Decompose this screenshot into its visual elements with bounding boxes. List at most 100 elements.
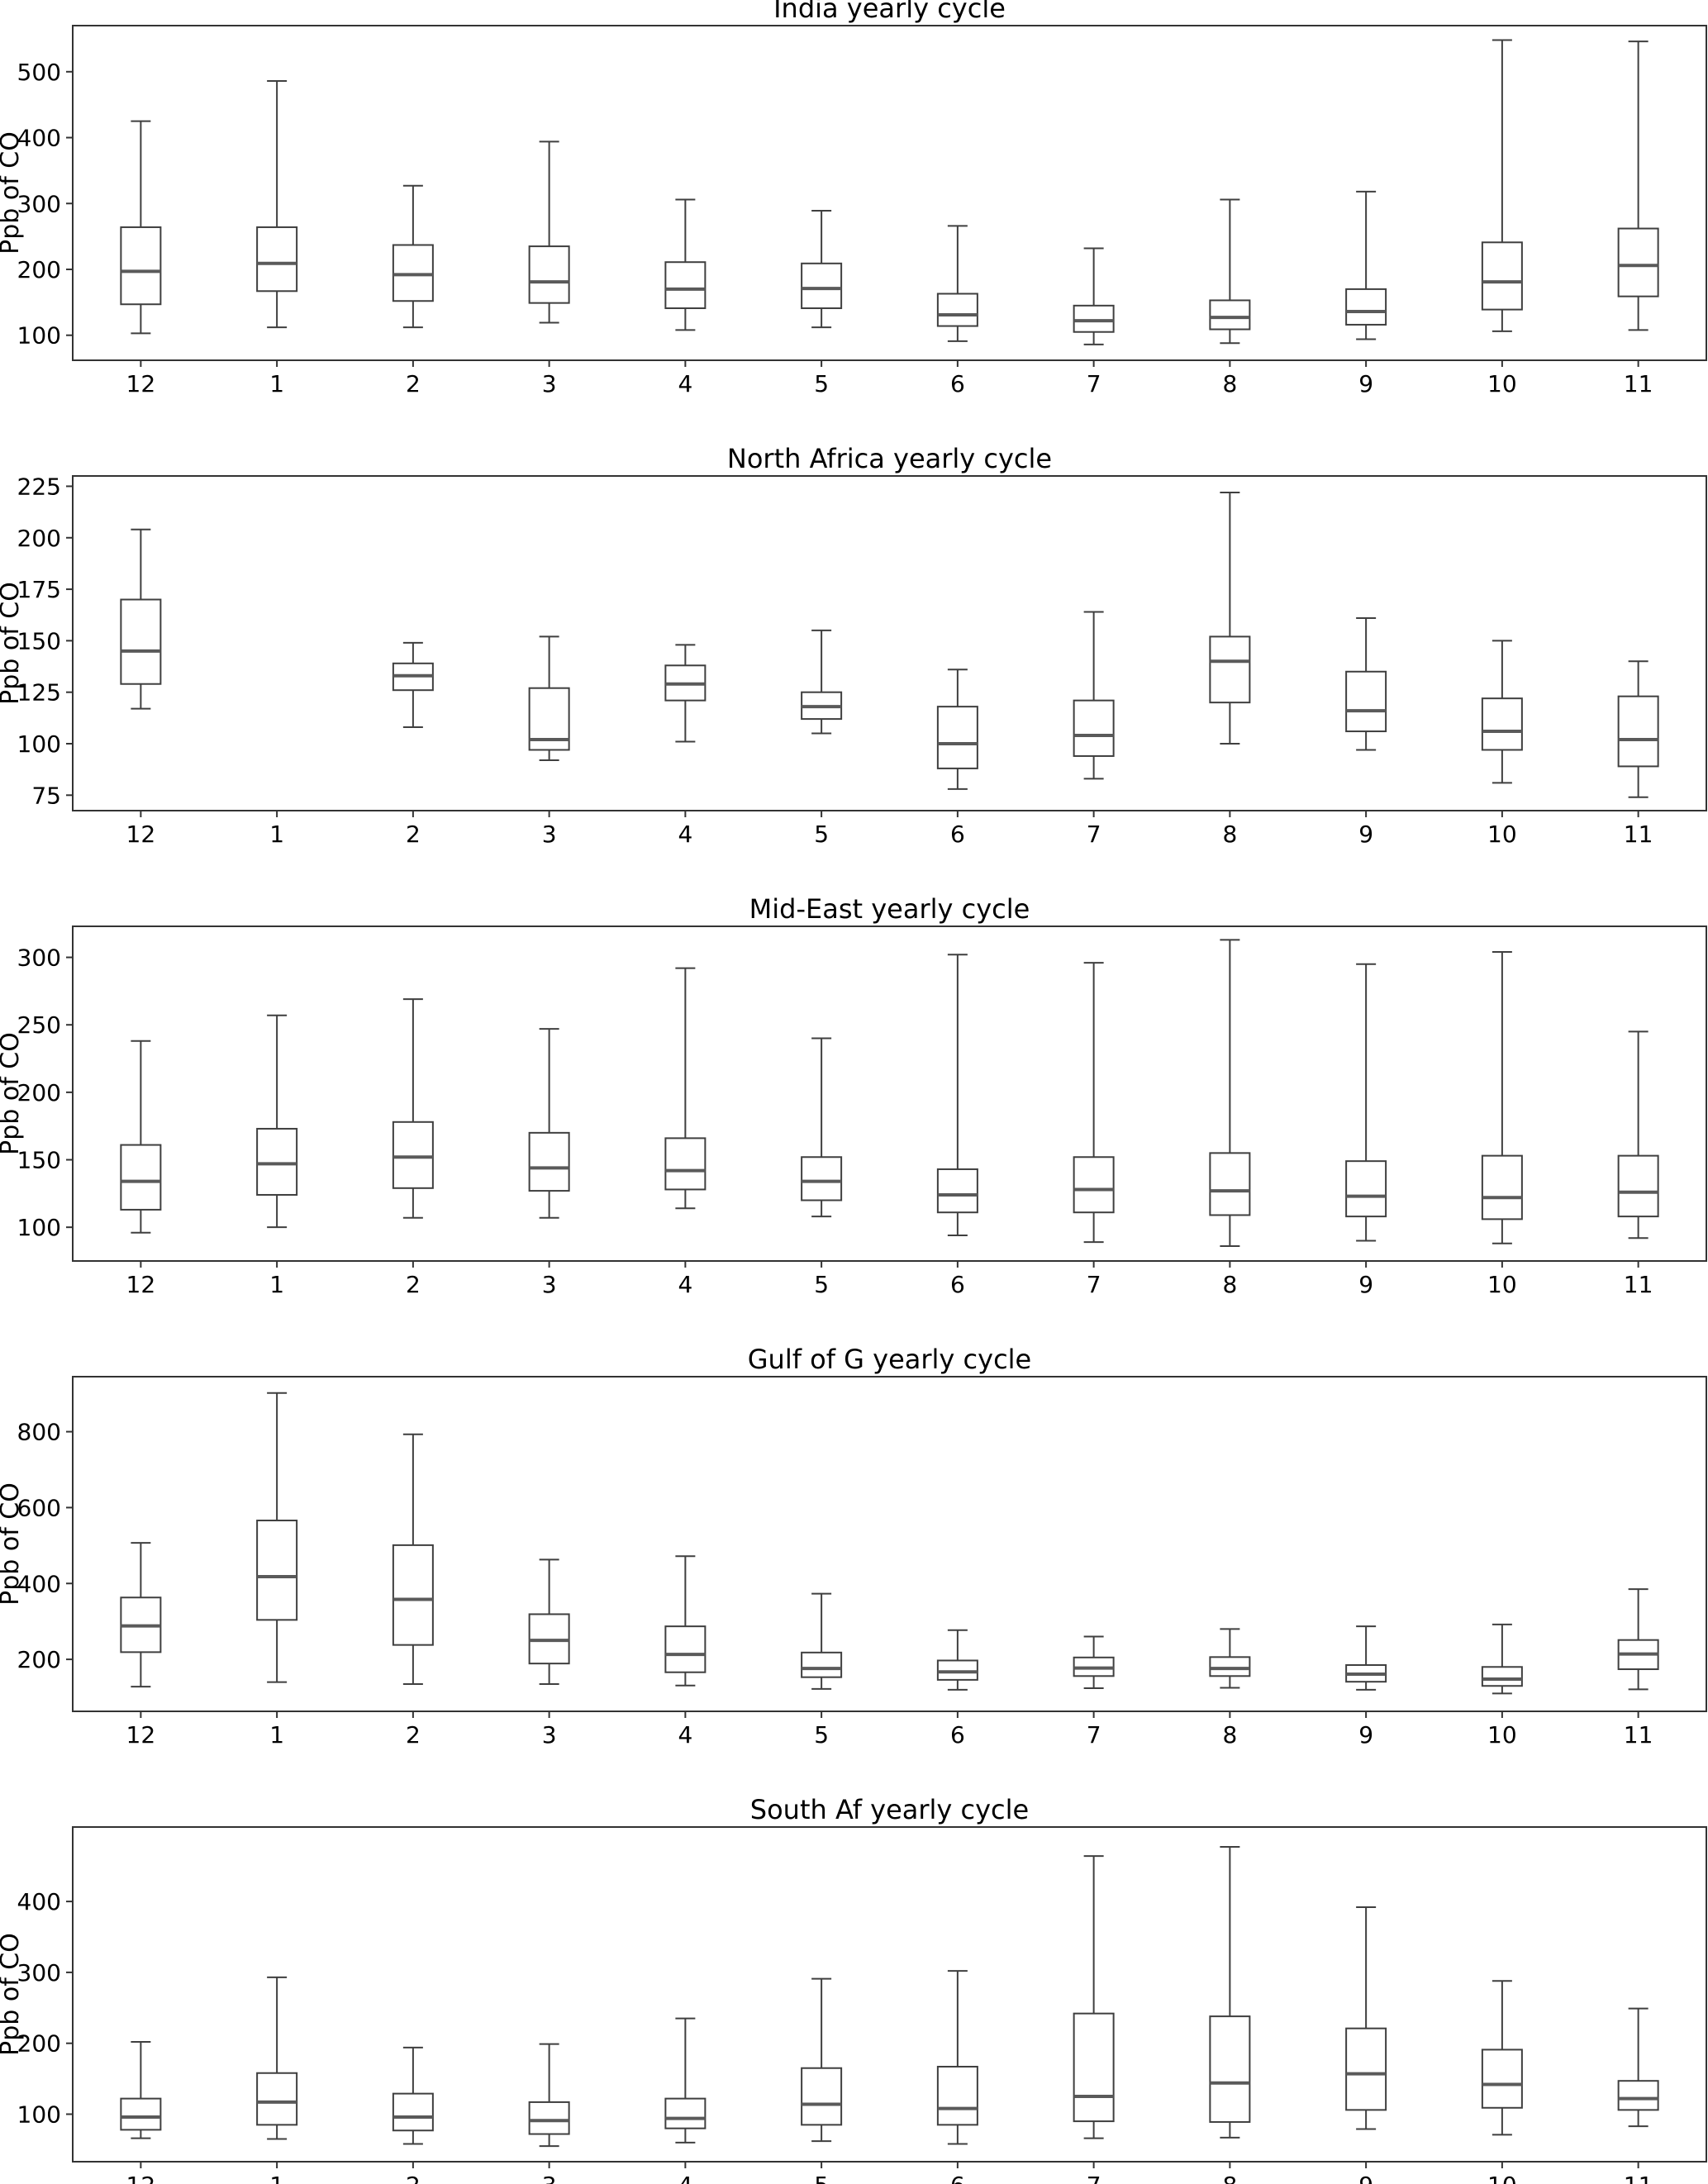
- x-tick-label: 11: [1624, 1271, 1653, 1298]
- box-9: [1345, 963, 1387, 1242]
- x-tick-label: 10: [1487, 370, 1517, 397]
- x-tick-label: 11: [1624, 370, 1653, 397]
- box-12: [120, 528, 162, 710]
- y-tick-label: 100: [17, 322, 61, 350]
- x-tick-label: 1: [269, 1271, 284, 1298]
- y-tick-label: 200: [17, 256, 61, 283]
- box-9: [1345, 190, 1387, 340]
- iqr-box: [936, 2066, 978, 2126]
- y-tick-label: 300: [17, 190, 61, 217]
- x-tick-label: 8: [1222, 2172, 1237, 2184]
- plot-frame: [72, 25, 1707, 361]
- x-tick-label: 5: [814, 1721, 829, 1749]
- box-1: [256, 79, 298, 329]
- chart-title: North Africa yearly cycle: [727, 443, 1052, 474]
- box-2: [392, 2046, 434, 2145]
- iqr-box: [392, 1544, 434, 1646]
- iqr-box: [664, 1625, 707, 1673]
- x-tick-label: 6: [950, 370, 965, 397]
- box-6: [936, 1629, 978, 1691]
- box-12: [120, 2040, 162, 2139]
- y-tick-label: 400: [17, 1888, 61, 1915]
- box-10: [1481, 39, 1523, 332]
- iqr-box: [392, 2092, 434, 2132]
- box-11: [1617, 660, 1659, 798]
- y-tick-label: 200: [17, 525, 61, 552]
- x-tick-label: 5: [814, 2172, 829, 2184]
- box-10: [1481, 1623, 1523, 1695]
- y-axis-label: Ppb of CO: [0, 1032, 25, 1155]
- chart-title: South Af yearly cycle: [750, 1794, 1029, 1825]
- x-tick-label: 9: [1358, 1271, 1373, 1298]
- iqr-box: [1073, 304, 1115, 333]
- iqr-box: [1209, 299, 1251, 331]
- box-12: [120, 120, 162, 335]
- box-3: [528, 635, 570, 761]
- x-tick-label: 2: [406, 2172, 421, 2184]
- x-tick-label: 10: [1487, 2172, 1517, 2184]
- box-5: [801, 629, 843, 735]
- x-tick-label: 7: [1087, 1271, 1101, 1298]
- box-9: [1345, 616, 1387, 751]
- x-tick-label: 1: [269, 1721, 284, 1749]
- box-12: [120, 1542, 162, 1688]
- box-11: [1617, 1030, 1659, 1240]
- iqr-box: [1617, 2080, 1659, 2111]
- x-tick-label: 1: [269, 2172, 284, 2184]
- x-tick-label: 3: [542, 821, 557, 848]
- y-tick-label: 200: [17, 1646, 61, 1673]
- y-tick-label: 400: [17, 125, 61, 152]
- box-12: [120, 1040, 162, 1234]
- x-tick-label: 1: [269, 821, 284, 848]
- x-tick-label: 10: [1487, 1721, 1517, 1749]
- y-tick-label: 400: [17, 1570, 61, 1597]
- panel-1: India yearly cycle Ppb of CO 100 200 300 400 5…: [0, 0, 1707, 397]
- iqr-box: [1345, 288, 1387, 326]
- iqr-box: [1209, 1656, 1251, 1677]
- x-tick-label: 12: [126, 2172, 156, 2184]
- y-tick-label: 250: [17, 1011, 61, 1039]
- iqr-box: [1073, 1156, 1115, 1214]
- box-1: [256, 1976, 298, 2140]
- iqr-box: [1481, 1154, 1523, 1220]
- iqr-box: [1481, 1666, 1523, 1687]
- iqr-box: [120, 226, 162, 306]
- box-4: [664, 967, 707, 1210]
- box-4: [664, 198, 707, 331]
- x-tick-label: 3: [542, 370, 557, 397]
- y-tick-label: 300: [17, 944, 61, 972]
- box-5: [801, 210, 843, 329]
- iqr-box: [120, 1144, 162, 1211]
- plot-frame: [72, 1376, 1707, 1712]
- box-7: [1073, 962, 1115, 1244]
- x-tick-label: 8: [1222, 821, 1237, 848]
- box-9: [1345, 1906, 1387, 2130]
- y-tick-label: 100: [17, 2101, 61, 2129]
- x-tick-label: 10: [1487, 1271, 1517, 1298]
- box-11: [1617, 2007, 1659, 2128]
- iqr-box: [1345, 2027, 1387, 2111]
- x-tick-label: 1: [269, 370, 284, 397]
- box-5: [801, 1037, 843, 1218]
- y-axis-label: Ppb of CO: [0, 582, 25, 705]
- chart-title: India yearly cycle: [773, 0, 1006, 24]
- box-9: [1345, 1625, 1387, 1691]
- iqr-box: [120, 2097, 162, 2131]
- box-2: [392, 1433, 434, 1685]
- iqr-box: [1481, 241, 1523, 311]
- iqr-box: [120, 598, 162, 685]
- x-tick-label: 12: [126, 1271, 156, 1298]
- box-8: [1209, 1846, 1251, 2139]
- y-tick-label: 200: [17, 2030, 61, 2058]
- plot-frame: [72, 1826, 1707, 2163]
- x-tick-label: 9: [1358, 370, 1373, 397]
- x-tick-label: 3: [542, 1721, 557, 1749]
- box-6: [936, 954, 978, 1236]
- iqr-box: [528, 1131, 570, 1192]
- box-1: [256, 1392, 298, 1683]
- box-8: [1209, 939, 1251, 1248]
- chart-title: Gulf of G yearly cycle: [748, 1344, 1031, 1375]
- x-tick-label: 9: [1358, 2172, 1373, 2184]
- x-tick-label: 4: [678, 370, 692, 397]
